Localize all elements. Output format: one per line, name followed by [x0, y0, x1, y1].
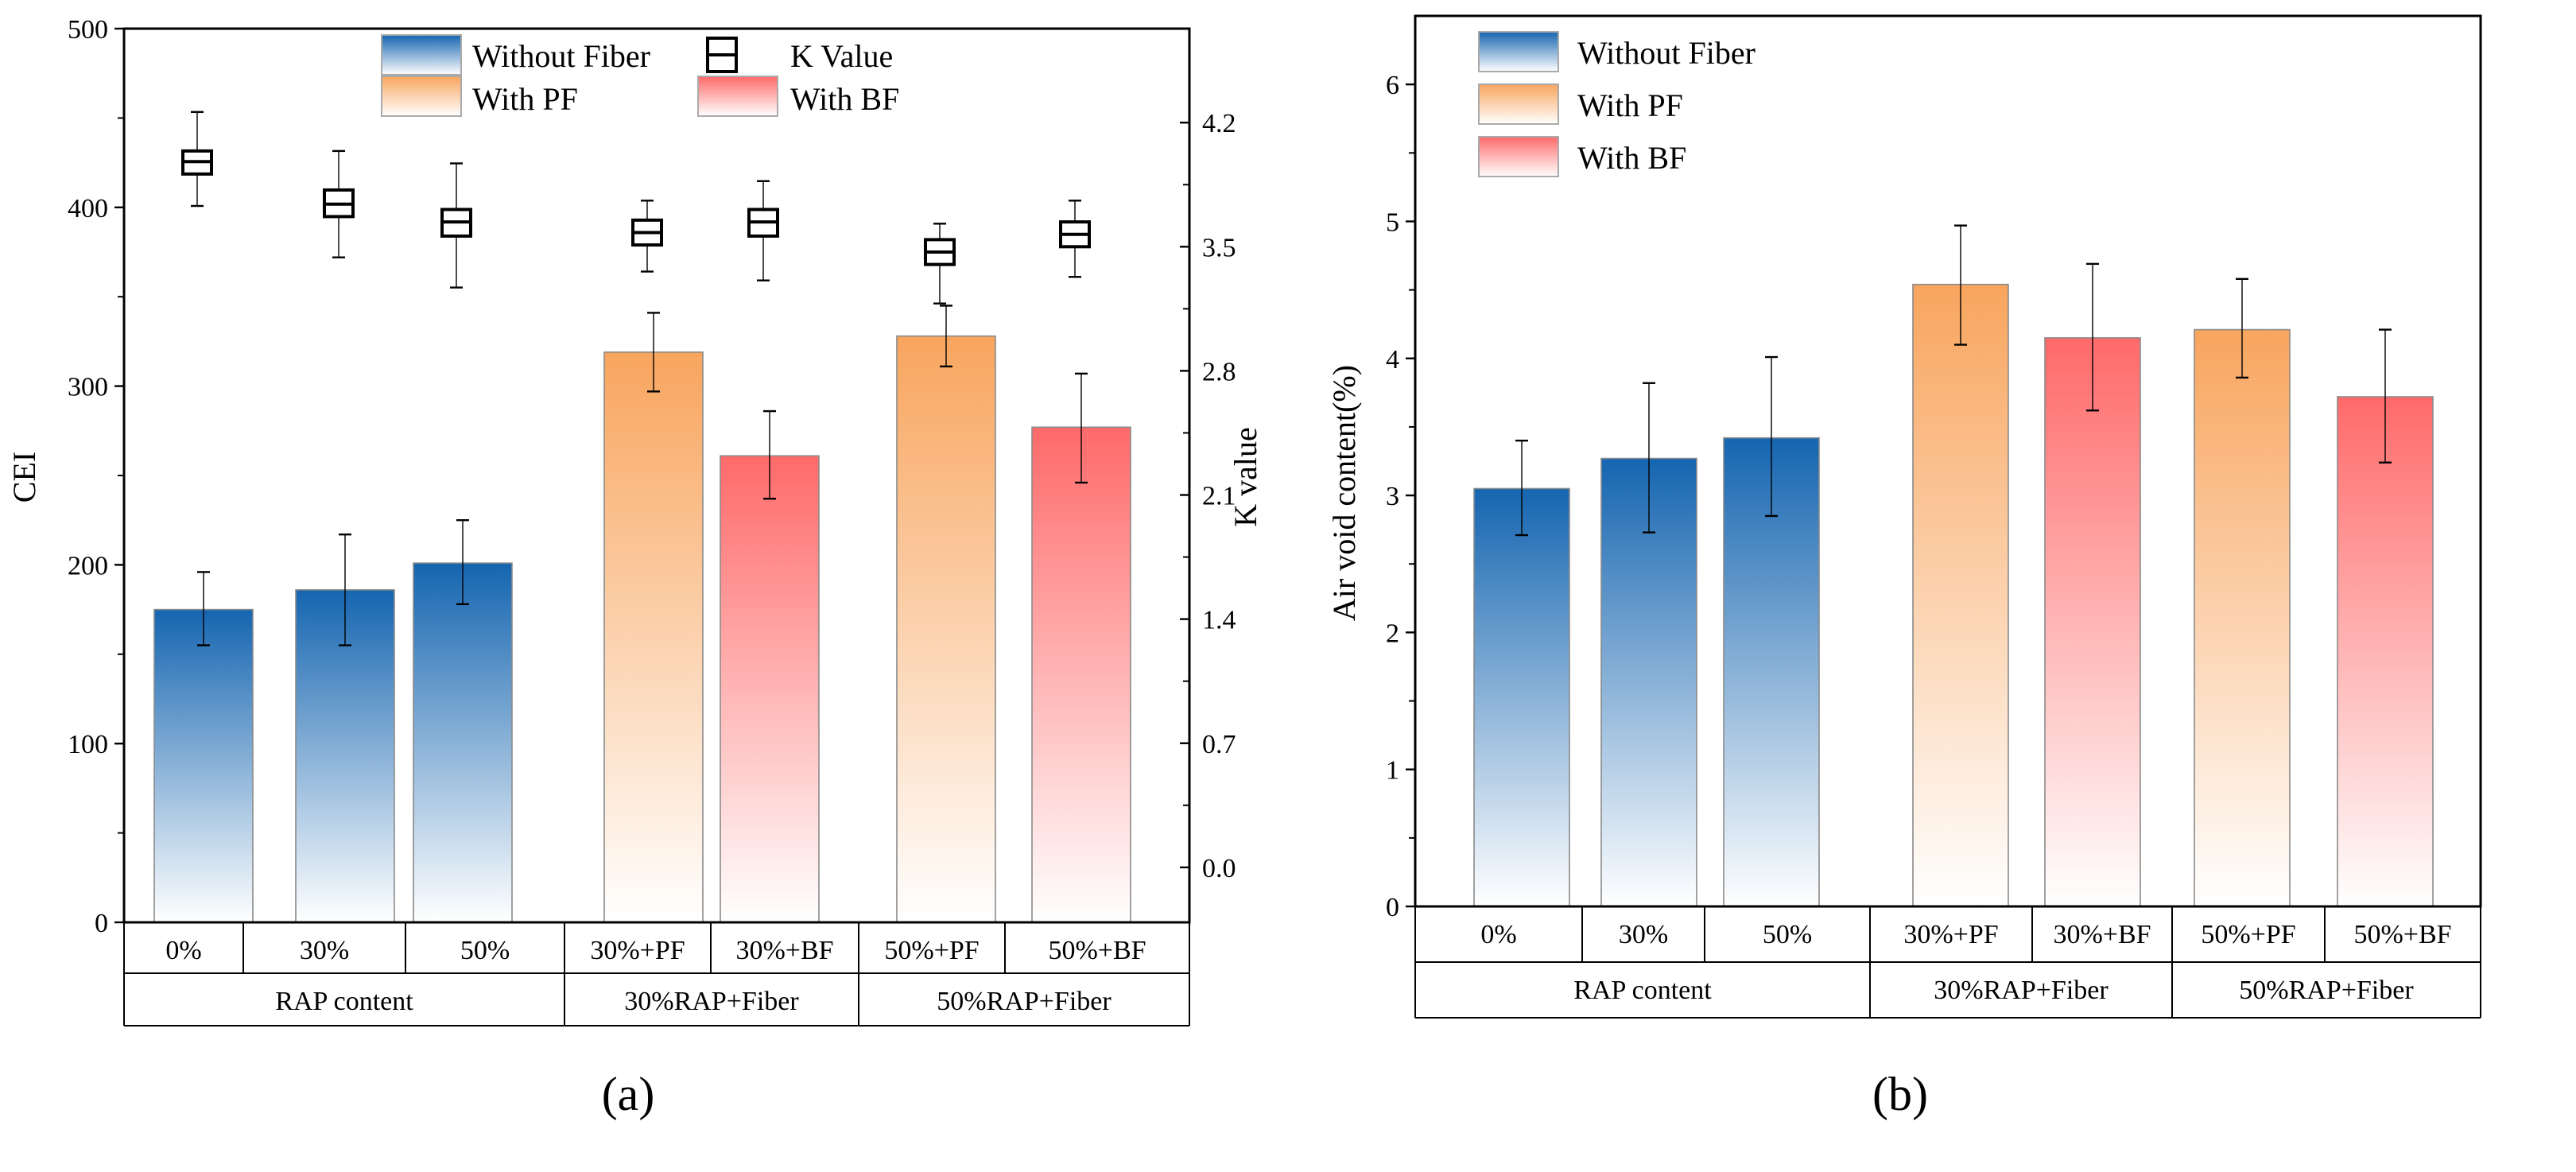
- legend-swatch-without-fiber: [1478, 31, 1559, 72]
- bar-0%: [153, 608, 254, 923]
- legend-label: With PF: [472, 81, 578, 117]
- y-tick-label: 0: [1386, 893, 1399, 922]
- bar-50%+PF: [896, 335, 996, 923]
- caption: (a): [602, 1068, 655, 1120]
- legend-label: With BF: [1577, 140, 1686, 176]
- y2-tick-label: 3.5: [1202, 233, 1236, 262]
- bar-0%: [1473, 487, 1570, 907]
- category-label: 0%: [165, 936, 201, 965]
- group-label: RAP content: [1573, 976, 1712, 1005]
- category-label: 30%+PF: [590, 936, 685, 965]
- y-tick-label: 6: [1386, 71, 1399, 100]
- y-tick-label: 500: [68, 15, 108, 45]
- y2-tick-label: 1.4: [1202, 606, 1236, 635]
- y-tick-label: 4: [1386, 345, 1399, 374]
- bar-50%: [413, 562, 513, 923]
- bar-30%+BF: [2044, 337, 2141, 907]
- caption: (b): [1872, 1068, 1928, 1120]
- y-tick-label: 300: [68, 373, 108, 402]
- legend-label: With BF: [790, 81, 899, 117]
- y2-axis-label: K value: [1228, 427, 1263, 527]
- legend-label: K Value: [790, 38, 893, 74]
- y2-tick-label: 0.0: [1202, 854, 1236, 883]
- y-tick-label: 100: [68, 730, 108, 759]
- category-label: 50%+BF: [1048, 936, 1146, 965]
- legend-swatch-without-fiber: [381, 34, 462, 76]
- group-label: RAP content: [275, 987, 413, 1016]
- y2-tick-label: 2.1: [1202, 482, 1236, 511]
- y-tick-label: 2: [1386, 619, 1399, 648]
- category-label: 50%: [1763, 920, 1812, 949]
- legend-swatch-with-bf: [697, 76, 778, 117]
- y-tick-label: 400: [68, 194, 108, 223]
- bar-30%+PF: [1912, 283, 2009, 907]
- legend-label: Without Fiber: [472, 38, 650, 74]
- category-label: 0%: [1480, 920, 1516, 949]
- category-label: 50%+PF: [884, 936, 979, 965]
- chart-b-air-void: 0 1 2 3 4 5 6 Air void content(%) 0% 30% 50% 30%+PF…: [1326, 14, 2482, 1120]
- y-tick-label: 1: [1386, 756, 1399, 786]
- group-label: 30%RAP+Fiber: [624, 987, 799, 1016]
- category-label: 50%+BF: [2353, 920, 2451, 949]
- category-label: 50%: [460, 936, 510, 965]
- bar-50%+BF: [2337, 396, 2434, 907]
- chart-a-cei-k-value: 0 100 200 300 400 500 CEI 0.0 0.7 1.4 2.1 2.8 3.5 4.2…: [6, 15, 1263, 1120]
- category-label: 30%+BF: [735, 936, 833, 965]
- category-label: 30%+BF: [2053, 920, 2151, 949]
- y-axis-label: CEI: [6, 452, 42, 503]
- category-label: 50%+PF: [2201, 920, 2295, 949]
- y2-tick-label: 4.2: [1202, 109, 1236, 138]
- y-tick-label: 200: [68, 551, 108, 580]
- group-label: 50%RAP+Fiber: [937, 987, 1111, 1016]
- category-label: 30%: [300, 936, 349, 965]
- y-tick-label: 3: [1386, 482, 1399, 511]
- y-tick-label: 0: [95, 909, 108, 938]
- legend-label: Without Fiber: [1577, 35, 1755, 71]
- group-label: 50%RAP+Fiber: [2239, 976, 2414, 1005]
- y2-tick-label: 0.7: [1202, 730, 1236, 759]
- category-label: 30%+PF: [1903, 920, 1998, 949]
- y-tick-label: 5: [1386, 208, 1399, 237]
- bar-30%+BF: [720, 455, 820, 923]
- bar-30%+PF: [603, 351, 704, 923]
- legend-swatch-with-pf: [1478, 83, 1559, 125]
- legend-swatch-with-bf: [1478, 136, 1559, 177]
- legend-label: With PF: [1577, 87, 1683, 123]
- plot-frame: [1414, 14, 2482, 908]
- category-label: 30%: [1619, 920, 1668, 949]
- y-axis-label: Air void content(%): [1326, 365, 1362, 621]
- bar-50%+BF: [1031, 426, 1131, 923]
- bar-50%+PF: [2194, 328, 2291, 907]
- legend-swatch-with-pf: [381, 76, 462, 117]
- y2-tick-label: 2.8: [1202, 357, 1236, 386]
- group-label: 30%RAP+Fiber: [1934, 976, 2109, 1005]
